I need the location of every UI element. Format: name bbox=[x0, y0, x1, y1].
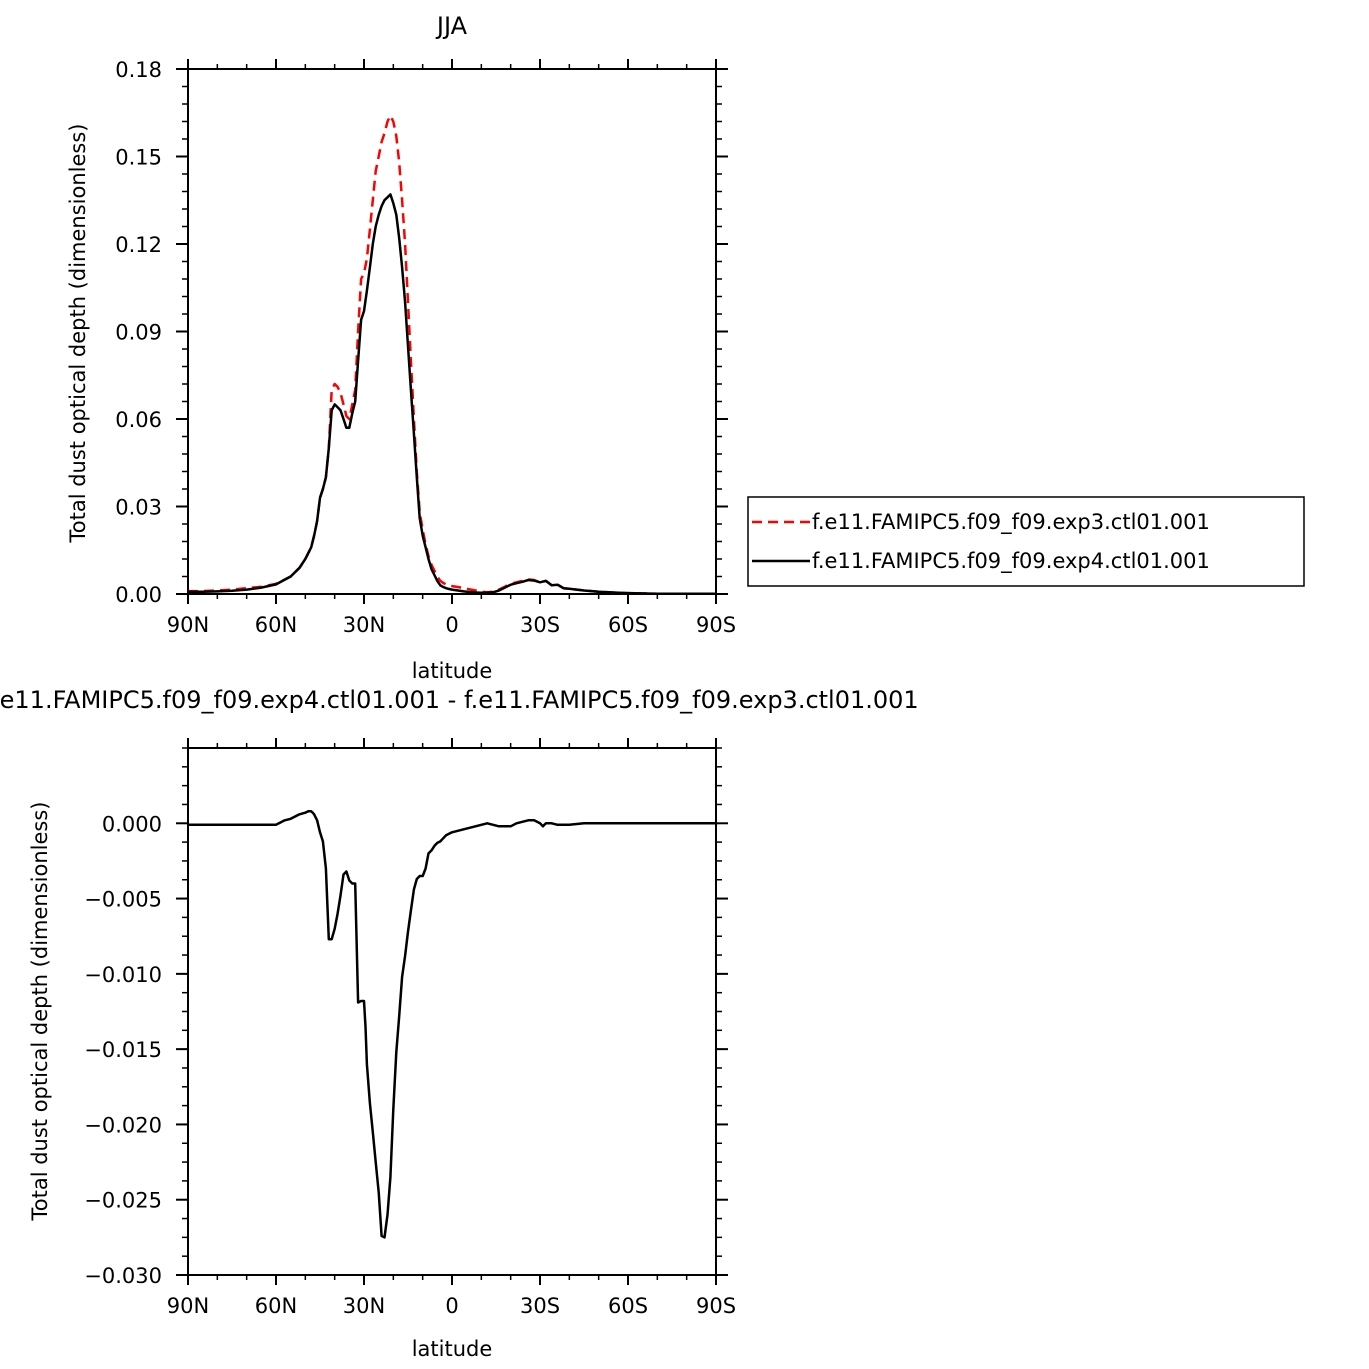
y-tick-label: 0.12 bbox=[115, 233, 162, 257]
plot-area: 90N 60N 30N 0 30S 60S 90S 0.00 0.03 0.06 0.09 0.12 0… bbox=[115, 58, 736, 637]
y-axis-label: Total dust optical depth (dimensionless) bbox=[66, 124, 90, 544]
difference-y-tick-label: −0.025 bbox=[84, 1189, 162, 1213]
difference-y-tick-label: −0.010 bbox=[84, 963, 162, 987]
difference-y-tick-label: 0.000 bbox=[102, 812, 162, 836]
y-tick-label: 0.03 bbox=[115, 496, 162, 520]
series-line-1 bbox=[188, 193, 716, 595]
legend-label-exp4: f.e11.FAMIPC5.f09_f09.exp4.ctl01.001 bbox=[812, 549, 1210, 574]
difference-y-tick-label: −0.005 bbox=[84, 888, 162, 912]
y-tick-label: 0.06 bbox=[115, 408, 162, 432]
difference-x-tick-label: 60S bbox=[608, 1294, 648, 1318]
chart-title-difference: f.e11.FAMIPC5.f09_f09.exp4.ctl01.001 - f… bbox=[0, 686, 919, 714]
chart-title: JJA bbox=[435, 12, 468, 40]
difference-x-tick-label: 30S bbox=[520, 1294, 560, 1318]
y-tick-label: 0.00 bbox=[115, 583, 162, 607]
y-tick-label: 0.15 bbox=[115, 146, 162, 170]
x-tick-label: 30N bbox=[343, 613, 385, 637]
difference-x-tick-label: 90S bbox=[696, 1294, 736, 1318]
x-axis-label: latitude bbox=[412, 659, 493, 683]
difference-x-tick-label: 30N bbox=[343, 1294, 385, 1318]
plot-frame bbox=[187, 68, 717, 595]
difference-y-tick-label: −0.015 bbox=[84, 1038, 162, 1062]
x-tick-label: 60S bbox=[608, 613, 648, 637]
difference-series-line-0 bbox=[188, 809, 716, 1239]
y-axis-label-difference: Total dust optical depth (dimensionless) bbox=[28, 802, 52, 1222]
difference-plot-frame bbox=[187, 747, 717, 1276]
y-tick-label: 0.18 bbox=[115, 58, 162, 82]
difference-x-tick-label: 60N bbox=[255, 1294, 297, 1318]
legend-label-exp3: f.e11.FAMIPC5.f09_f09.exp3.ctl01.001 bbox=[812, 510, 1210, 535]
x-tick-label: 30S bbox=[520, 613, 560, 637]
legend-box bbox=[747, 496, 1305, 587]
difference-x-tick-label: 0 bbox=[445, 1294, 458, 1318]
difference-y-tick-label: −0.030 bbox=[84, 1264, 162, 1288]
x-axis-label-difference: latitude bbox=[412, 1337, 493, 1361]
difference-y-tick-label: −0.020 bbox=[84, 1113, 162, 1137]
x-tick-label: 90S bbox=[696, 613, 736, 637]
jja-dust-chart: JJA 90N 60N 30N 0 30S 60S 90S 0.00 0.03 0.06 0.09 0… bbox=[66, 12, 1305, 683]
x-tick-label: 90N bbox=[167, 613, 209, 637]
difference-chart: f.e11.FAMIPC5.f09_f09.exp4.ctl01.001 - f… bbox=[0, 686, 919, 1361]
x-tick-label: 0 bbox=[445, 613, 458, 637]
plot-area-difference: 90N 60N 30N 0 30S 60S 90S 0.000 −0.005 −0.010 −0.0… bbox=[84, 738, 736, 1318]
legend: f.e11.FAMIPC5.f09_f09.exp3.ctl01.001 f.e… bbox=[747, 496, 1305, 587]
y-tick-label: 0.09 bbox=[115, 321, 162, 345]
x-tick-label: 60N bbox=[255, 613, 297, 637]
series-line-0 bbox=[188, 114, 716, 595]
difference-x-tick-label: 90N bbox=[167, 1294, 209, 1318]
